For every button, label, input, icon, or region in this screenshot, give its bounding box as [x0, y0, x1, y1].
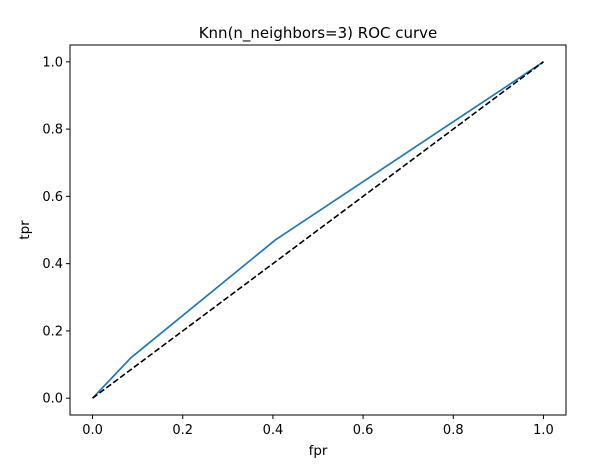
x-axis-label: fpr — [309, 443, 328, 459]
y-axis-label: tpr — [17, 220, 33, 240]
series-layer — [91, 61, 544, 399]
chance-diagonal-line — [92, 61, 544, 399]
x-tick-label: 0.0 — [82, 423, 103, 438]
roc-curve-line — [91, 61, 544, 399]
x-tick-label: 0.2 — [172, 423, 193, 438]
x-tick-label: 0.6 — [353, 423, 374, 438]
plot-area-frame — [69, 44, 567, 416]
y-tick-label: 0.0 — [42, 392, 63, 407]
x-tick-label: 1.0 — [533, 423, 554, 438]
x-tick-label: 0.4 — [263, 423, 284, 438]
y-tick-label: 0.4 — [42, 257, 63, 272]
y-tick-label: 1.0 — [42, 55, 63, 70]
chart-title: Knn(n_neighbors=3) ROC curve — [199, 24, 438, 43]
y-axis-ticks: 0.0 0.2 0.4 0.6 0.8 1.0 — [42, 55, 70, 407]
y-tick-label: 0.8 — [42, 123, 63, 138]
x-tick-label: 0.8 — [443, 423, 464, 438]
y-tick-label: 0.2 — [42, 324, 63, 339]
x-axis-ticks: 0.0 0.2 0.4 0.6 0.8 1.0 — [82, 415, 554, 438]
y-tick-label: 0.6 — [42, 190, 63, 205]
